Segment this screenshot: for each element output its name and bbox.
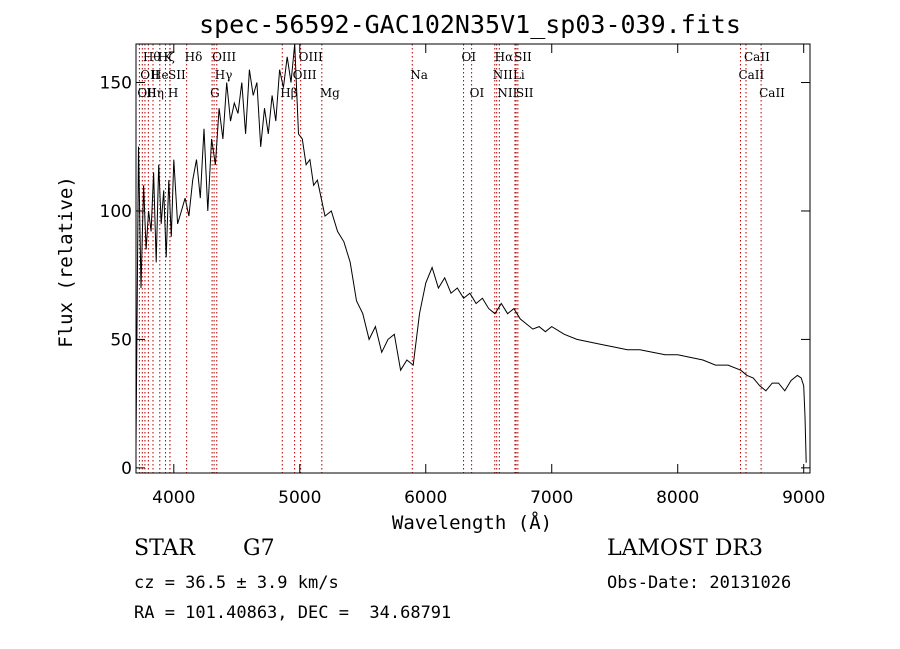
y-tick-label-1: 50 <box>110 330 132 350</box>
y-axis-label: Flux (relative) <box>55 176 77 348</box>
line-label-27: CaII <box>744 50 770 64</box>
line-label-8: SII <box>168 68 186 82</box>
object-class: STAR <box>134 536 195 561</box>
line-label-22: NII <box>497 86 517 100</box>
plot-frame <box>135 43 811 474</box>
line-label-3: Hη <box>146 86 164 100</box>
x-axis-label: Wavelength (Å) <box>392 511 552 534</box>
line-label-13: Hβ <box>280 86 297 100</box>
x-tick-label-3: 7000 <box>530 488 573 508</box>
x-tick-label-1: 5000 <box>278 488 321 508</box>
line-label-4: He <box>151 68 169 82</box>
line-label-25: SII <box>516 86 534 100</box>
line-label-17: Na <box>410 68 428 82</box>
line-label-26: CaII <box>738 68 764 82</box>
chart-title: spec-56592-GAC102N35V1_sp03-039.fits <box>199 10 741 39</box>
line-label-20: NII <box>493 68 513 82</box>
line-label-7: H <box>168 86 178 100</box>
line-label-9: Hδ <box>185 50 203 64</box>
y-tick-label-2: 100 <box>100 202 132 222</box>
x-tick-label-5: 9000 <box>782 488 825 508</box>
line-label-1: OII <box>140 68 160 82</box>
line-label-2: Hθ <box>143 50 161 64</box>
x-tick-label-0: 4000 <box>152 488 195 508</box>
line-label-11: OIII <box>212 50 236 64</box>
redshift-readout: cz = 36.5 ± 3.9 km/s <box>134 573 339 593</box>
line-label-19: OI <box>470 86 485 100</box>
line-label-6: K <box>163 50 173 64</box>
obs-date: Obs-Date: 20131026 <box>607 573 792 593</box>
line-label-18: OI <box>462 50 477 64</box>
x-tick-label-2: 6000 <box>404 488 447 508</box>
x-axis-ticks: 4000 5000 6000 7000 8000 9000 <box>152 44 825 508</box>
line-label-10: G <box>210 86 220 100</box>
line-label-24: SII <box>514 50 532 64</box>
object-subclass: G7 <box>243 536 275 561</box>
flux-series-line <box>135 43 807 463</box>
spectral-line-markers <box>138 44 762 473</box>
line-label-14: OIII <box>293 68 317 82</box>
line-label-15: OIII <box>299 50 323 64</box>
line-label-21: Hα <box>495 50 514 64</box>
line-label-28: CaII <box>759 86 785 100</box>
line-label-0: OII <box>137 86 157 100</box>
line-label-16: Mg <box>320 86 340 100</box>
y-tick-label-0: 0 <box>121 459 132 479</box>
coordinates-readout: RA = 101.40863, DEC = 34.68791 <box>134 603 452 623</box>
spectral-line-labels: OIIOIIHθHηHeHζKHSIIHδGOIIIHγHβOIIIOIIIMg… <box>137 50 785 100</box>
line-label-23: Li <box>513 68 525 82</box>
line-label-5: Hζ <box>158 50 175 64</box>
y-tick-label-3: 150 <box>100 74 132 94</box>
y-axis-ticks: 0 50 100 150 <box>100 74 810 479</box>
x-tick-label-4: 8000 <box>656 488 699 508</box>
line-label-12: Hγ <box>215 68 233 82</box>
survey-name: LAMOST DR3 <box>607 536 763 561</box>
